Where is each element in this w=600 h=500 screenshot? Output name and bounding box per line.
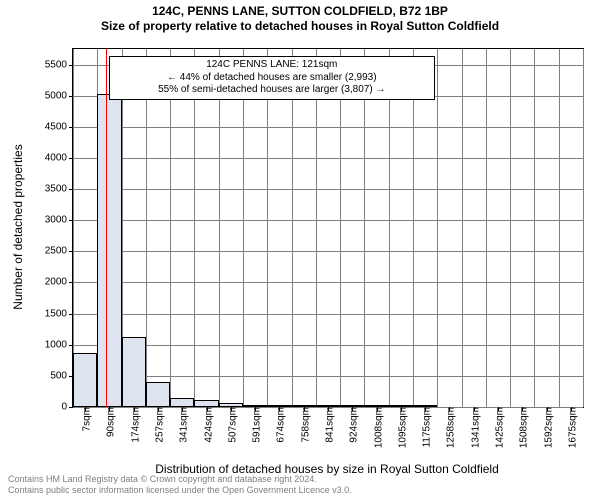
histogram-bar	[292, 405, 316, 407]
histogram-bar	[316, 405, 340, 407]
ytick-label: 2500	[45, 246, 73, 257]
xtick-label: 674sqm	[272, 407, 287, 443]
xtick-label: 341sqm	[175, 407, 190, 443]
histogram-bar	[97, 94, 121, 407]
gridline-v	[389, 49, 390, 407]
gridline-h	[73, 189, 583, 190]
xtick-label: 1592sqm	[539, 407, 554, 448]
figure: 124C, PENNS LANE, SUTTON COLDFIELD, B72 …	[0, 0, 600, 500]
xtick-label: 424sqm	[199, 407, 214, 443]
xtick-label: 507sqm	[223, 407, 238, 443]
xtick-label: 7sqm	[78, 407, 93, 431]
annotation-line2: ← 44% of detached houses are smaller (2,…	[114, 72, 430, 85]
gridline-v	[583, 49, 584, 407]
histogram-bar	[170, 398, 194, 407]
ytick-label: 4500	[45, 121, 73, 132]
footer: Contains HM Land Registry data © Crown c…	[8, 474, 352, 496]
histogram-bar	[73, 353, 97, 407]
xtick-label: 1008sqm	[369, 407, 384, 448]
xtick-label: 1175sqm	[418, 407, 433, 447]
title-line-1: 124C, PENNS LANE, SUTTON COLDFIELD, B72 …	[0, 4, 600, 19]
ytick-label: 1500	[45, 308, 73, 319]
histogram-bar	[340, 405, 364, 407]
ytick-label: 1000	[45, 339, 73, 350]
title-line-2: Size of property relative to detached ho…	[0, 19, 600, 34]
histogram-bar	[364, 405, 388, 407]
xtick-label: 1425sqm	[491, 407, 506, 448]
ytick-label: 5500	[45, 59, 73, 70]
ytick-label: 5000	[45, 90, 73, 101]
gridline-v	[146, 49, 147, 407]
xtick-label: 90sqm	[102, 407, 117, 437]
gridline-h	[73, 127, 583, 128]
ytick-label: 2000	[45, 277, 73, 288]
xtick-label: 591sqm	[248, 407, 263, 443]
xtick-label: 1508sqm	[515, 407, 530, 448]
gridline-v	[559, 49, 560, 407]
histogram-bar	[413, 405, 437, 407]
histogram-bar	[146, 382, 170, 407]
gridline-v	[413, 49, 414, 407]
gridline-v	[170, 49, 171, 407]
histogram-bar	[389, 405, 413, 407]
gridline-v	[267, 49, 268, 407]
gridline-h	[73, 220, 583, 221]
ytick-label: 3500	[45, 184, 73, 195]
gridline-h	[73, 251, 583, 252]
ytick-label: 0	[61, 402, 73, 413]
xtick-label: 1341sqm	[466, 407, 481, 448]
histogram-bar	[267, 405, 291, 407]
xtick-label: 924sqm	[345, 407, 360, 443]
gridline-v	[534, 49, 535, 407]
footer-line-2: Contains public sector information licen…	[8, 485, 352, 496]
gridline-v	[510, 49, 511, 407]
xtick-label: 758sqm	[296, 407, 311, 443]
gridline-h	[73, 376, 583, 377]
xtick-label: 1095sqm	[393, 407, 408, 448]
histogram-bar	[122, 337, 146, 407]
gridline-v	[462, 49, 463, 407]
y-axis-label: Number of detached properties	[11, 144, 25, 309]
ytick-label: 3000	[45, 215, 73, 226]
gridline-v	[364, 49, 365, 407]
ytick-label: 500	[50, 370, 73, 381]
footer-line-1: Contains HM Land Registry data © Crown c…	[8, 474, 352, 485]
xtick-label: 841sqm	[321, 407, 336, 443]
xtick-label: 1258sqm	[442, 407, 457, 448]
plot-area: 0500100015002000250030003500400045005000…	[72, 48, 584, 408]
gridline-v	[292, 49, 293, 407]
annotation-box: 124C PENNS LANE: 121sqm← 44% of detached…	[109, 56, 435, 100]
gridline-h	[73, 282, 583, 283]
annotation-line3: 55% of semi-detached houses are larger (…	[114, 84, 430, 97]
gridline-v	[243, 49, 244, 407]
ytick-label: 4000	[45, 152, 73, 163]
gridline-v	[486, 49, 487, 407]
gridline-v	[219, 49, 220, 407]
xtick-label: 257sqm	[151, 407, 166, 443]
gridline-h	[73, 158, 583, 159]
gridline-v	[316, 49, 317, 407]
gridline-h	[73, 314, 583, 315]
property-marker-line	[106, 49, 107, 407]
gridline-v	[340, 49, 341, 407]
title-block: 124C, PENNS LANE, SUTTON COLDFIELD, B72 …	[0, 4, 600, 34]
histogram-bar	[243, 405, 267, 407]
xtick-label: 174sqm	[126, 407, 141, 443]
gridline-v	[194, 49, 195, 407]
xtick-label: 1675sqm	[563, 407, 578, 448]
histogram-bar	[194, 400, 218, 407]
histogram-bar	[219, 403, 243, 407]
gridline-h	[73, 345, 583, 346]
annotation-line1: 124C PENNS LANE: 121sqm	[114, 59, 430, 72]
gridline-v	[437, 49, 438, 407]
